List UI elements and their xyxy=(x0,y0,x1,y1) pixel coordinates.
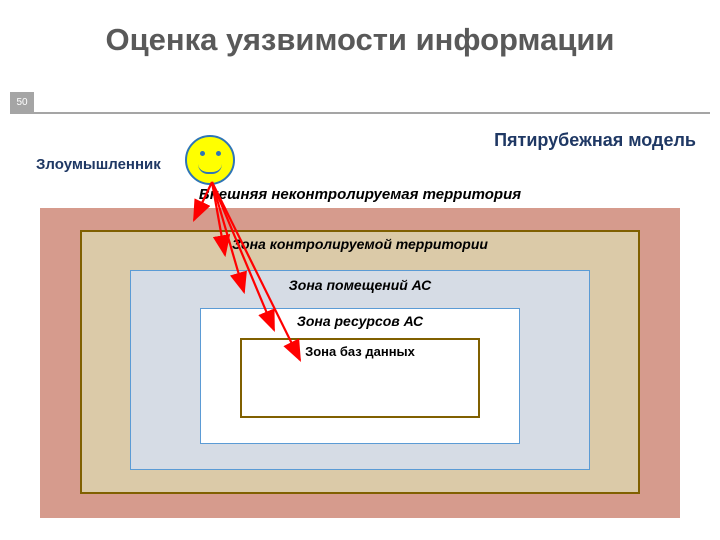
zone-label-5: Зона баз данных xyxy=(242,344,478,359)
slide: Оценка уязвимости информации 50 Пятирубе… xyxy=(0,0,720,540)
smiley-eye-right xyxy=(216,151,221,156)
attacker-smiley-icon xyxy=(185,135,235,185)
zone-label-4: Зона ресурсов АС xyxy=(201,313,519,329)
attacker-label: Злоумышленник xyxy=(36,156,161,173)
zones-diagram: Внешняя неконтролируемая территория Зона… xyxy=(40,208,680,518)
page-number-underline xyxy=(10,112,710,114)
zone-label-3: Зона помещений АС xyxy=(131,277,589,293)
page-number-badge: 50 xyxy=(10,92,34,112)
smiley-eye-left xyxy=(200,151,205,156)
subtitle: Пятирубежная модель xyxy=(494,130,696,151)
zone-databases: Зона баз данных xyxy=(240,338,480,418)
zone-label-2: Зона контролируемой территории xyxy=(82,236,638,252)
page-title: Оценка уязвимости информации xyxy=(0,22,720,58)
zone-label-1: Внешняя неконтролируемая территория xyxy=(40,186,680,203)
